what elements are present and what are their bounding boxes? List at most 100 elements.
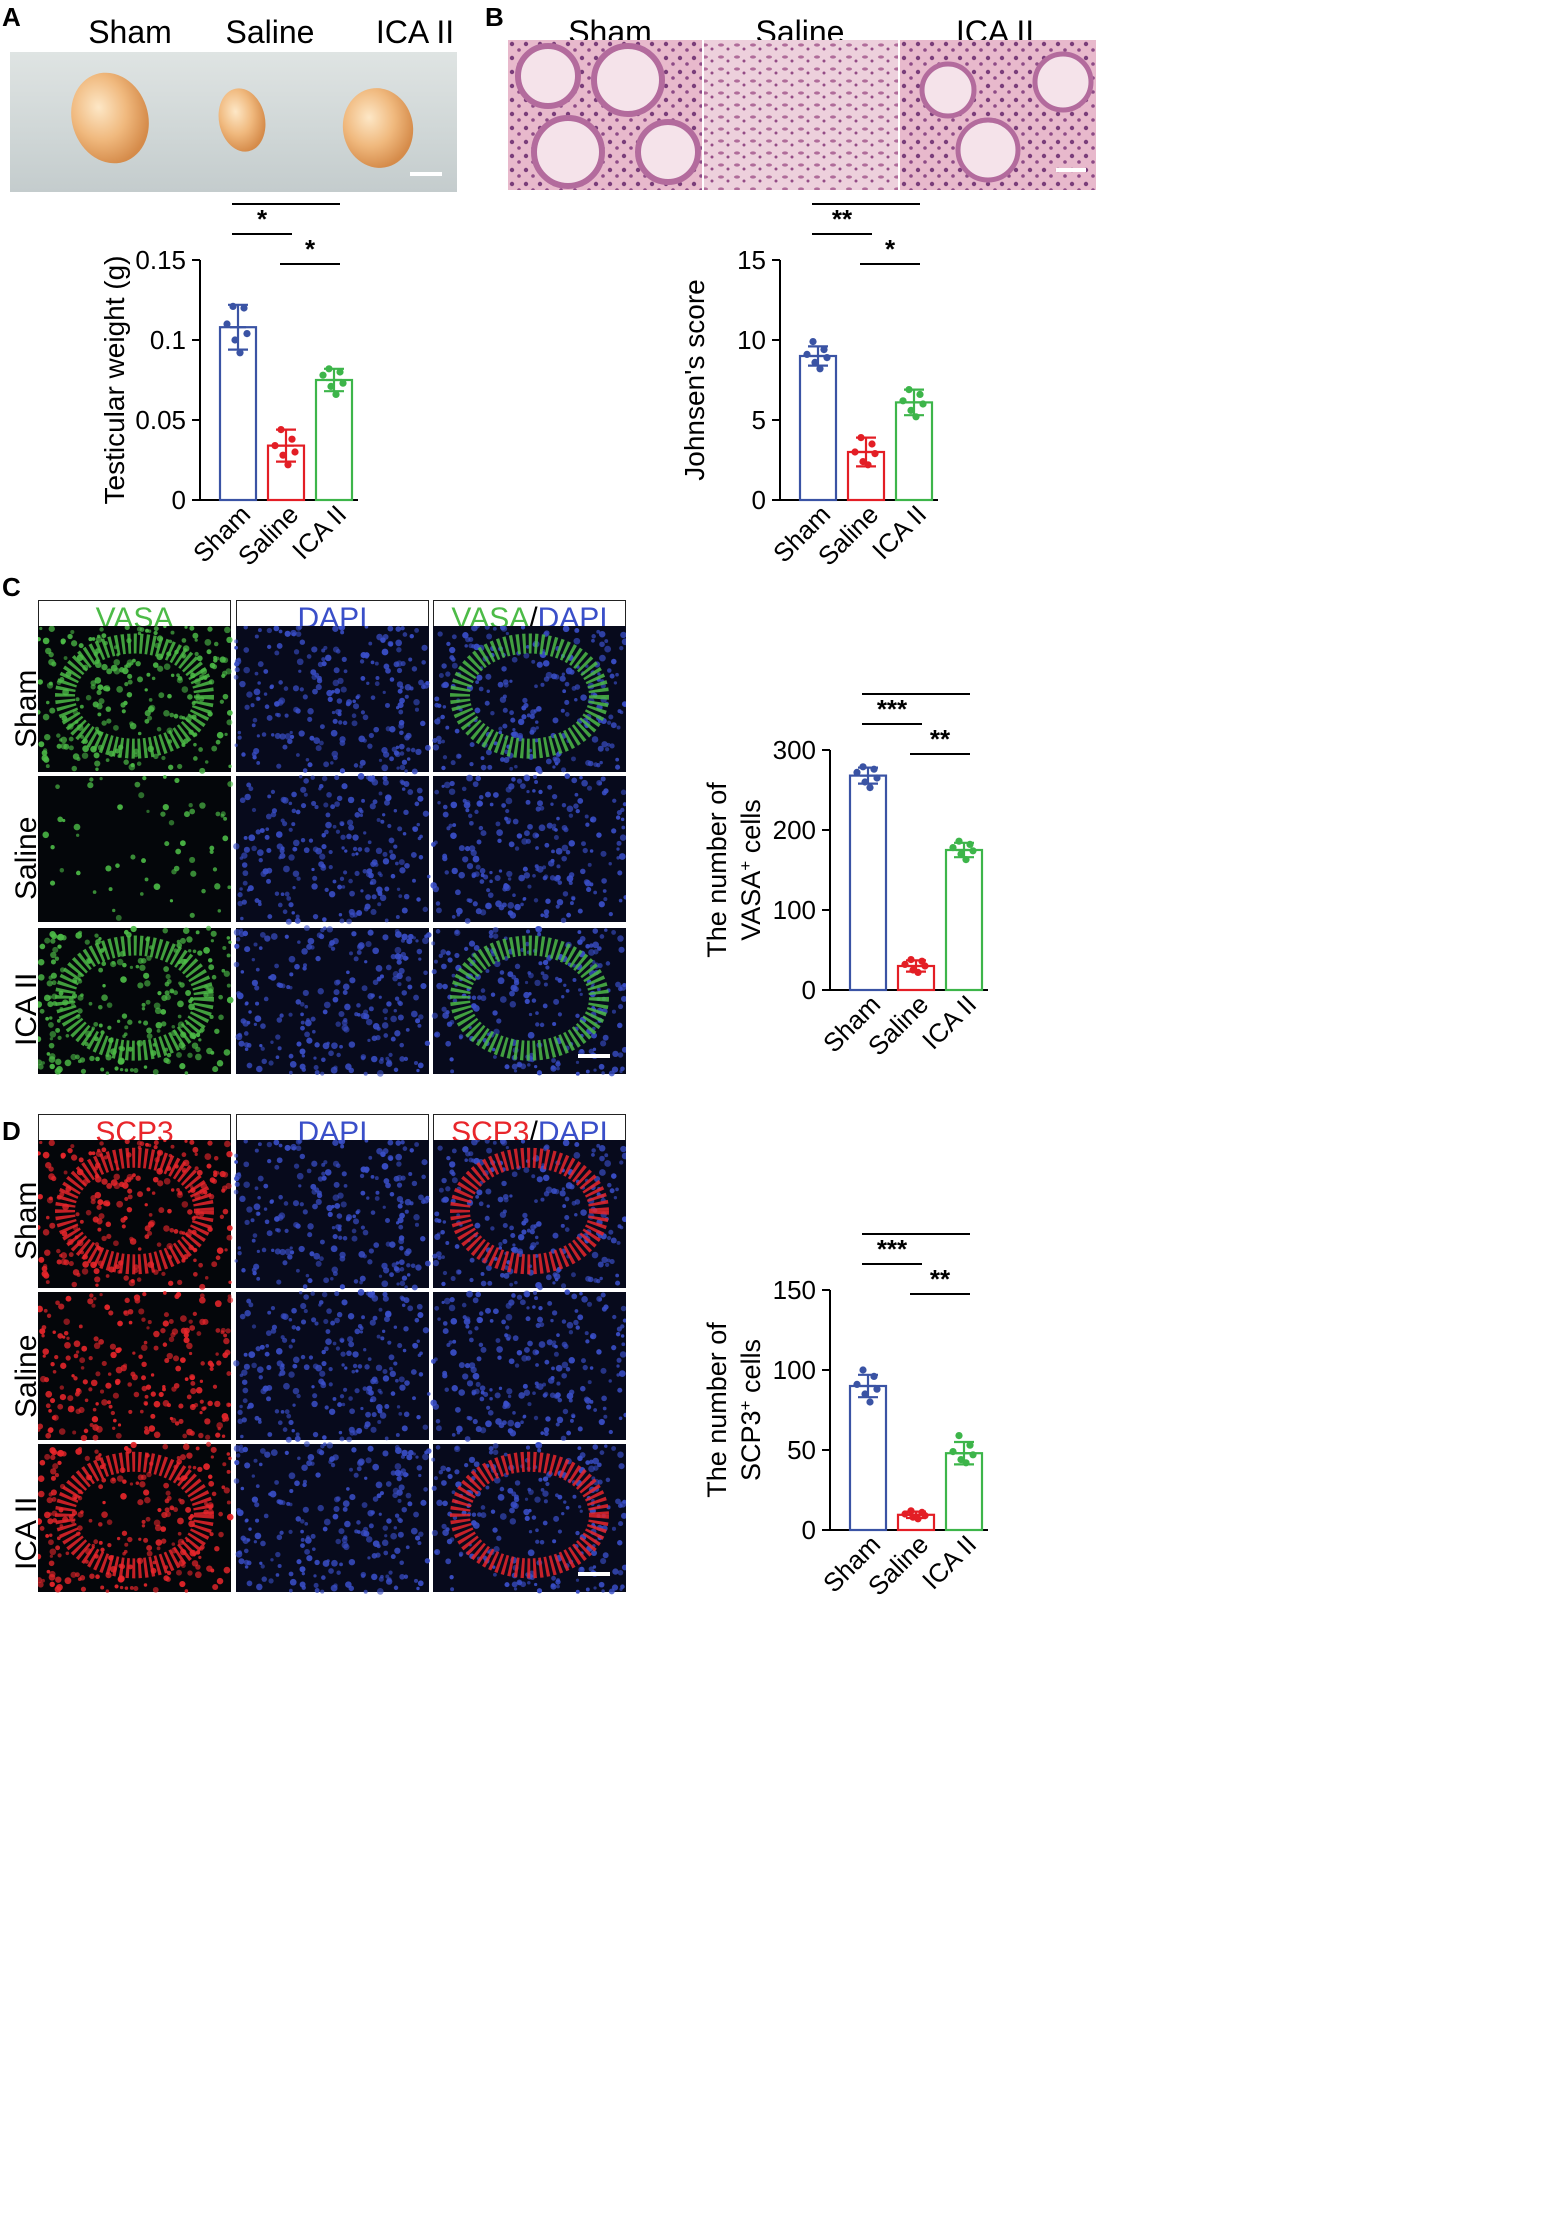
nucleus-dot [406,747,411,752]
nucleus-dot [581,1358,586,1364]
nucleus-dot [368,1155,373,1160]
nucleus-dot [106,1400,111,1405]
nucleus-dot [465,1324,470,1329]
nucleus-dot [469,742,475,748]
nucleus-dot [199,1283,206,1290]
nucleus-dot [98,967,104,973]
nucleus-dot [579,775,583,780]
nucleus-dot [257,1420,262,1424]
nucleus-dot [314,1042,320,1048]
nucleus-dot [51,1449,58,1456]
nucleus-dot [264,935,271,942]
nucleus-dot [618,1521,624,1527]
data-point [914,1515,922,1523]
nucleus-dot [246,1538,251,1542]
nucleus-dot [75,833,80,837]
nucleus-dot [432,1403,440,1410]
tubule-ring [55,633,214,759]
nucleus-dot [89,1055,95,1062]
nucleus-dot [141,1524,146,1528]
nucleus-dot [462,1315,467,1320]
nucleus-dot [535,1539,540,1544]
nucleus-dot [600,1367,607,1374]
nucleus-dot [146,1550,153,1557]
nucleus-dot [297,1140,303,1144]
nucleus-dot [376,1588,384,1595]
nucleus-dot [310,1533,316,1539]
nucleus-dot [50,1362,55,1367]
nucleus-dot [364,847,370,853]
nucleus-dot [311,646,318,653]
nucleus-dot [436,1425,442,1432]
nucleus-dot [89,1293,94,1298]
nucleus-dot [84,1398,89,1403]
nucleus-dot [451,973,456,978]
nucleus-dot [126,659,134,666]
nucleus-dot [421,1174,426,1180]
nucleus-dot [166,1570,172,1576]
nucleus-dot [534,1496,541,1503]
nucleus-dot [153,1431,161,1439]
nucleus-dot [363,1071,368,1076]
nucleus-dot [162,1400,170,1407]
nucleus-dot [133,752,139,758]
data-point [861,778,869,786]
nucleus-dot [70,1144,75,1149]
nucleus-dot [222,693,229,700]
nucleus-dot [96,1148,101,1153]
nucleus-dot [561,855,567,862]
nucleus-dot [133,1391,140,1398]
nucleus-dot [370,695,376,700]
nucleus-dot [442,853,448,859]
nucleus-dot [407,789,414,795]
nucleus-dot [198,1555,202,1560]
nucleus-dot [189,808,196,815]
nucleus-dot [596,987,601,992]
nucleus-dot [434,789,440,795]
nucleus-dot [100,1547,105,1552]
nucleus-dot [384,886,390,892]
nucleus-dot [132,658,136,663]
nucleus-dot [612,1314,617,1320]
nucleus-dot [327,1211,333,1217]
nucleus-dot [332,1160,340,1167]
nucleus-dot [48,1492,53,1497]
nucleus-dot [509,990,515,997]
nucleus-dot [458,1034,464,1039]
nucleus-dot [307,1278,313,1284]
nucleus-dot [49,1030,57,1038]
nucleus-dot [332,679,340,687]
nucleus-dot [395,639,403,647]
nucleus-dot [146,1544,153,1551]
nucleus-dot [489,1396,493,1401]
nucleus-dot [38,741,45,748]
nucleus-dot [422,937,429,945]
nucleus-dot [265,1344,270,1348]
nucleus-dot [301,1054,305,1058]
nucleus-dot [575,808,580,814]
nucleus-dot [375,676,380,681]
nucleus-dot [296,1268,300,1273]
nucleus-dot [98,1522,103,1527]
nucleus-dot [282,909,288,915]
nucleus-dot [253,1458,258,1463]
nucleus-dot [406,1273,411,1277]
nucleus-dot [522,896,527,901]
nucleus-dot [381,648,389,656]
nucleus-dot [500,1140,508,1146]
nucleus-dot [94,677,102,684]
nucleus-dot [599,1276,603,1281]
nucleus-dot [337,712,342,717]
nucleus-dot [384,1016,388,1021]
nucleus-dot [251,1474,256,1478]
nucleus-dot [207,1474,213,1480]
nucleus-dot [259,828,265,834]
nucleus-dot [55,1058,62,1066]
nucleus-dot [502,1222,508,1229]
nucleus-dot [173,990,179,996]
testis-sham [71,72,149,164]
nucleus-dot [604,1160,612,1167]
nucleus-dot [555,1061,561,1067]
nucleus-dot [468,1157,474,1163]
nucleus-dot [543,1391,549,1397]
